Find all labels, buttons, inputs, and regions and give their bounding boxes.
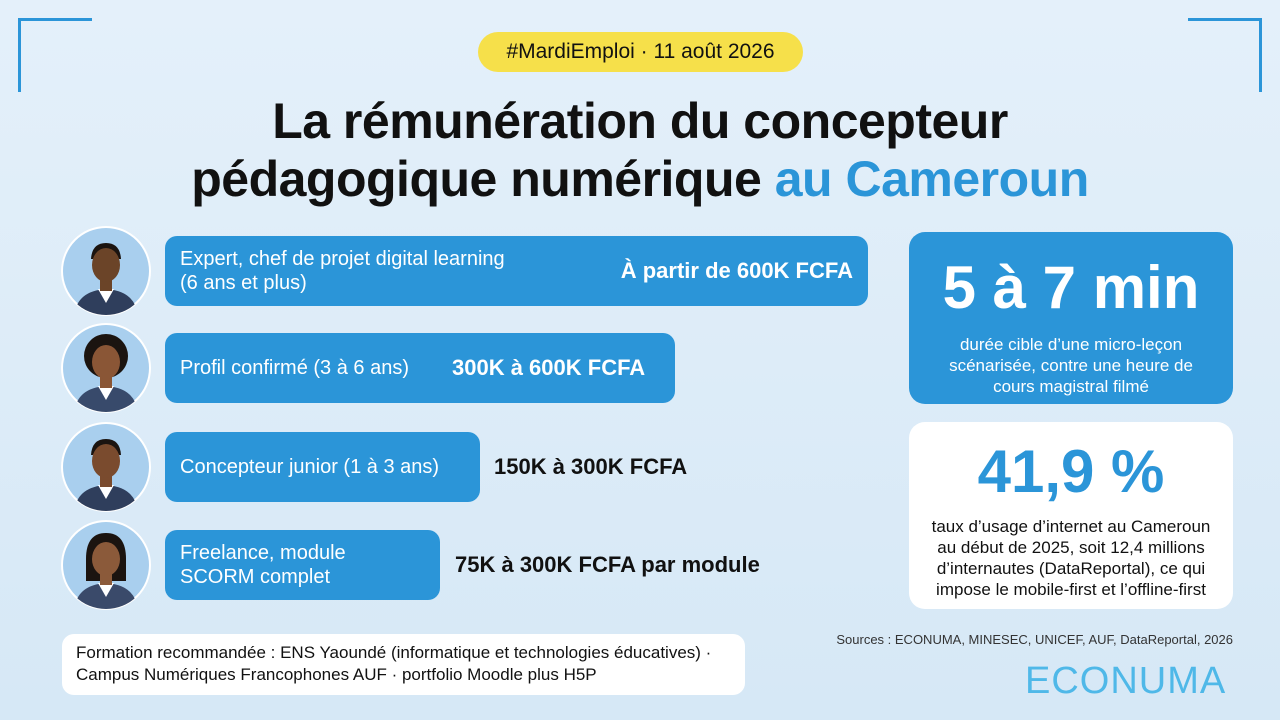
stat-description: durée cible d’une micro-leçon scénarisée,…	[909, 334, 1233, 397]
salary-bar: Profil confirmé (3 à 6 ans)	[165, 333, 675, 403]
role-label-line: Profil confirmé (3 à 6 ans)	[180, 357, 409, 379]
stat-card: 41,9 % taux d’usage d’internet au Camero…	[909, 422, 1233, 609]
corner-bracket	[18, 18, 92, 92]
avatar	[61, 422, 151, 512]
corner-bracket	[1188, 18, 1262, 92]
salary-bar: Freelance, module SCORM complet	[165, 530, 440, 600]
stat-value: 41,9 %	[977, 438, 1165, 505]
title-text: pédagogique numérique	[191, 151, 762, 207]
role-label-line: Concepteur junior (1 à 3 ans)	[180, 456, 440, 478]
title-highlight: au Cameroun	[774, 151, 1090, 207]
brand-logo: ECONUMA	[1025, 660, 1227, 702]
stat-description-line: d’internautes (DataReportal), ce qui	[936, 559, 1206, 578]
role-label-line: (6 ans et plus)	[180, 272, 307, 294]
salary-range: 150K à 300K FCFA	[494, 454, 688, 479]
salary-range: 300K à 600K FCFA	[452, 355, 646, 380]
stat-description-line: durée cible d’une micro-leçon	[959, 335, 1183, 354]
stat-description-line: cours magistral filmé	[993, 377, 1149, 396]
avatar	[61, 520, 151, 610]
salary-bar: Expert, chef de projet digital learning(…	[165, 236, 868, 306]
role-label-line: Freelance, module	[180, 542, 346, 564]
avatar	[61, 323, 151, 413]
role-label: Freelance, module SCORM complet	[180, 541, 346, 589]
stat-value: 5 à 7 min	[942, 254, 1200, 321]
stat-description-line: impose le mobile-first et l’offline-firs…	[936, 580, 1206, 599]
title-line: La rémunération du concepteur	[272, 93, 1008, 149]
salary-range: À partir de 600K FCFA	[620, 258, 853, 283]
stat-card: 5 à 7 min durée cible d’une micro-leçon s…	[909, 232, 1233, 404]
role-label: Profil confirmé (3 à 6 ans)	[180, 356, 409, 380]
title-line: pédagogique numérique au Cameroun	[0, 150, 1280, 208]
avatar	[61, 226, 151, 316]
hashtag-badge: #MardiEmploi · 11 août 2026	[478, 32, 803, 72]
role-label-line: Expert, chef de projet digital learning	[180, 248, 505, 270]
salary-range: 75K à 300K FCFA par module	[455, 552, 760, 577]
stat-description-line: au début de 2025, soit 12,4 millions	[937, 538, 1205, 557]
footer-line: Campus Numériques Francophones AUF · por…	[76, 665, 597, 684]
footer-line: Formation recommandée : ENS Yaoundé (inf…	[76, 643, 712, 662]
sources: Sources : ECONUMA, MINESEC, UNICEF, AUF,…	[836, 632, 1233, 647]
role-label: Expert, chef de projet digital learning(…	[180, 247, 505, 295]
footer-note: Formation recommandée : ENS Yaoundé (inf…	[62, 634, 745, 695]
stat-description-line: scénarisée, contre une heure de	[949, 356, 1193, 375]
salary-bar: Concepteur junior (1 à 3 ans)	[165, 432, 480, 502]
role-label-line: SCORM complet	[180, 566, 331, 588]
stat-description-line: taux d’usage d’internet au Cameroun	[931, 517, 1211, 536]
role-label: Concepteur junior (1 à 3 ans)	[180, 455, 439, 479]
stat-description: taux d’usage d’internet au Cameroun au dé…	[909, 516, 1233, 600]
